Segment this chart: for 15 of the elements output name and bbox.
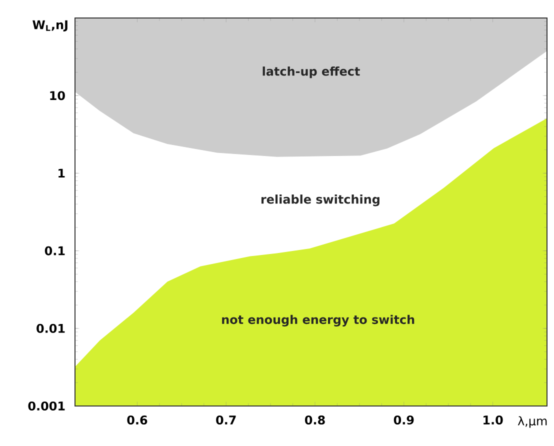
annotation: reliable switching [261,194,380,206]
x-tick-label: 0.6 [127,416,148,425]
y-tick-label: 0.001 [28,401,65,411]
y-tick-label: 0.1 [44,246,65,256]
y-tick-label: 10 [50,91,65,100]
x-tick-label: 1.0 [484,416,503,425]
annotation: not enough energy to switch [222,314,414,326]
x-tick-label: 0.8 [304,416,325,425]
x-axis-title: λ,μm [518,416,547,428]
y-axis-title: W$_{L}$,nJ [32,20,68,32]
x-tick-label: 0.7 [216,416,236,425]
x-tick-label: 0.9 [394,416,414,425]
y-tick-label: 0.01 [36,324,65,333]
annotation: latch-up effect [262,66,360,78]
y-tick-label: 1 [58,168,65,178]
